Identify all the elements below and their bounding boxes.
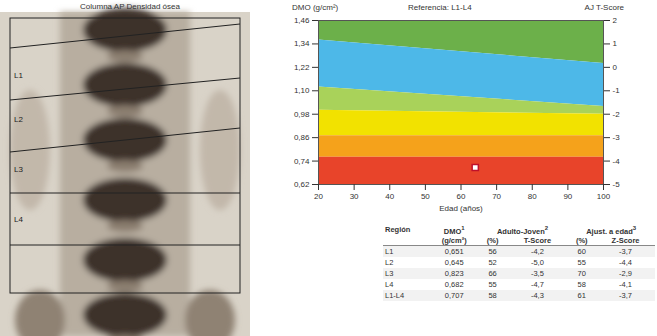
svg-text:L2: L2 (14, 115, 23, 124)
html-text:AJ T-Score: AJ T-Score (584, 3, 624, 12)
svg-text:L3: L3 (14, 165, 23, 174)
html-text:0,823: 0,823 (444, 268, 464, 278)
svg-text:-3: -3 (613, 133, 621, 142)
svg-text:1,46: 1,46 (294, 16, 310, 25)
html-text:0,682: 0,682 (444, 279, 464, 289)
html-text:L2: L2 (385, 257, 394, 267)
html-text:-4,2: -4,2 (530, 246, 544, 256)
svg-text:1,22: 1,22 (294, 63, 310, 72)
svg-text:-1: -1 (613, 86, 621, 95)
html-text:-3,5: -3,5 (530, 268, 544, 278)
html-text:T-Score: T-Score (523, 235, 552, 245)
html-text:L1: L1 (385, 246, 394, 256)
svg-text:1,34: 1,34 (294, 39, 310, 48)
svg-text:40: 40 (385, 192, 394, 201)
svg-text:L4: L4 (14, 215, 23, 224)
html-text:58: 58 (488, 290, 497, 300)
svg-text:90: 90 (563, 192, 572, 201)
html-text:-2,9: -2,9 (619, 268, 632, 278)
html-text:-5,0: -5,0 (530, 257, 544, 267)
html-text:61: 61 (577, 290, 586, 300)
html-text:L1-L4: L1-L4 (385, 290, 405, 300)
svg-text:80: 80 (528, 192, 537, 201)
html-text:70: 70 (577, 268, 586, 278)
html-text:0,707: 0,707 (444, 290, 464, 300)
svg-text:30: 30 (350, 192, 359, 201)
html-text:DMO (g/cm²): DMO (g/cm²) (292, 3, 339, 12)
html-text:56: 56 (488, 246, 497, 256)
html-text:55: 55 (488, 279, 497, 289)
svg-text:1,10: 1,10 (294, 86, 310, 95)
html-text:DMO1: DMO1 (443, 225, 465, 236)
html-text:-4,3: -4,3 (530, 290, 544, 300)
svg-text:0,86: 0,86 (294, 133, 310, 142)
svg-text:-5: -5 (613, 180, 621, 189)
html-text:Referencia: L1-L4: Referencia: L1-L4 (408, 3, 472, 12)
svg-text:-2: -2 (613, 110, 621, 119)
html-text:L3: L3 (385, 268, 394, 278)
html-text:-3,7: -3,7 (619, 290, 632, 300)
html-text:0,645: 0,645 (444, 257, 464, 267)
svg-text:2: 2 (613, 16, 618, 25)
html-text:-4,1: -4,1 (619, 279, 632, 289)
svg-text:0,62: 0,62 (294, 180, 310, 189)
svg-text:-4: -4 (613, 157, 621, 166)
html-text:-4,4: -4,4 (619, 257, 632, 267)
html-text:Ajust. a edad3: Ajust. a edad3 (586, 225, 637, 236)
html-text:60: 60 (577, 246, 586, 256)
svg-text:60: 60 (457, 192, 466, 201)
html-text:66: 66 (488, 268, 497, 278)
html-text:58: 58 (577, 279, 586, 289)
html-text:Región: Región (385, 225, 411, 235)
svg-text:L1: L1 (14, 71, 23, 80)
svg-text:50: 50 (421, 192, 430, 201)
html-text:-4,7: -4,7 (530, 279, 544, 289)
svg-text:70: 70 (492, 192, 501, 201)
svg-text:0: 0 (613, 63, 618, 72)
svg-text:0,74: 0,74 (294, 157, 310, 166)
html-text:Z-Score: Z-Score (611, 235, 640, 245)
svg-text:1: 1 (613, 39, 618, 48)
html-text:L4: L4 (385, 279, 394, 289)
svg-text:Columna AP Densidad ósea: Columna AP Densidad ósea (80, 2, 180, 11)
html-text:Adulto-Joven2: Adulto-Joven2 (496, 225, 549, 236)
html-text:55: 55 (577, 257, 586, 267)
svg-text:20: 20 (314, 192, 323, 201)
svg-text:100: 100 (597, 192, 611, 201)
html-text:-3,7: -3,7 (619, 246, 632, 256)
html-text:52: 52 (488, 257, 497, 267)
svg-text:Edad (años): Edad (años) (439, 204, 483, 213)
svg-text:0,98: 0,98 (294, 110, 310, 119)
html-text:0,651: 0,651 (444, 246, 464, 256)
html-text:(g/cm²): (g/cm²) (441, 235, 467, 245)
